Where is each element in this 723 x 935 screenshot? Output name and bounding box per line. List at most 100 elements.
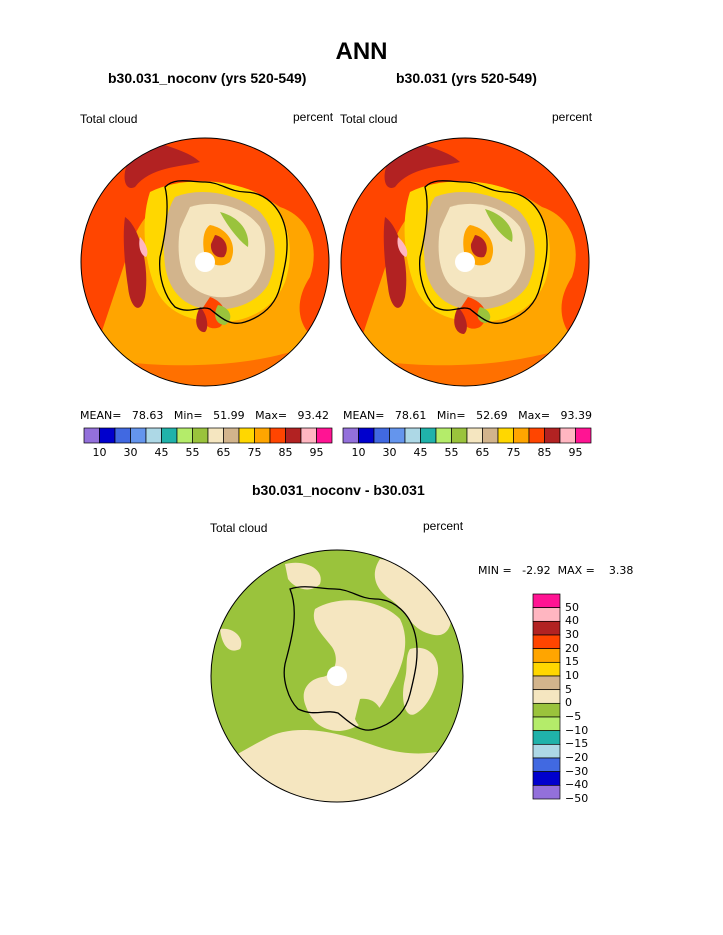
colorbar-swatch [528, 427, 545, 444]
left-colorbar [83, 427, 333, 444]
colorbar-swatch [404, 427, 421, 444]
colorbar-swatch [532, 675, 561, 691]
colorbar-label: 85 [278, 446, 293, 459]
colorbar-swatch [466, 427, 483, 444]
colorbar-label: 40 [565, 614, 579, 628]
colorbar-label: 30 [123, 446, 138, 459]
diff-colorbar-labels: 50 40 30 20 15 10 5 0 −5 −10 −15 −20 −30 −40 −50 [565, 594, 605, 805]
colorbar-swatch [532, 771, 561, 786]
colorbar-label: 15 [565, 655, 579, 669]
colorbar-swatch [192, 427, 209, 444]
left-colorbar-labels: 10 30 45 55 65 75 85 95 [84, 446, 332, 460]
colorbar-swatch [130, 427, 147, 444]
colorbar-swatch [532, 661, 561, 677]
colorbar-swatch [497, 427, 514, 444]
colorbar-label: 0 [565, 696, 572, 710]
colorbar-swatch [532, 593, 561, 609]
colorbar-label: −40 [565, 778, 589, 792]
left-field-label: Total cloud [80, 112, 138, 126]
colorbar-swatch [145, 427, 162, 444]
colorbar-label: −15 [565, 737, 589, 751]
colorbar-swatch [373, 427, 390, 444]
right-colorbar-labels: 10 30 45 55 65 75 85 95 [343, 446, 591, 460]
colorbar-swatch [513, 427, 530, 444]
colorbar-label: −50 [565, 792, 589, 805]
colorbar-label: 75 [247, 446, 262, 459]
colorbar-swatch [532, 743, 561, 759]
colorbar-label: 10 [92, 446, 107, 459]
colorbar-swatch [176, 427, 193, 444]
left-units: percent [293, 110, 334, 124]
diff-case-title: b30.031_noconv - b30.031 [252, 482, 425, 498]
right-case-title: b30.031 (yrs 520-549) [396, 70, 537, 86]
colorbar-label: 85 [537, 446, 552, 459]
colorbar-swatch [532, 607, 561, 622]
colorbar-label: 95 [309, 446, 324, 459]
colorbar-swatch [482, 427, 499, 444]
colorbar-label: 55 [444, 446, 459, 459]
colorbar-swatch [342, 427, 359, 444]
right-colorbar [342, 427, 592, 444]
main-title: ANN [335, 38, 388, 65]
colorbar-swatch [532, 784, 561, 800]
diff-colorbar [532, 593, 561, 800]
colorbar-label: 65 [216, 446, 231, 459]
colorbar-swatch [238, 427, 255, 444]
left-polar-map [80, 137, 330, 387]
colorbar-swatch [532, 730, 561, 745]
left-case-title: b30.031_noconv (yrs 520-549) [108, 70, 307, 86]
colorbar-swatch [532, 620, 561, 636]
colorbar-label: 65 [475, 446, 490, 459]
left-stats: MEAN= 78.63 Min= 51.99 Max= 93.42 [80, 409, 330, 422]
colorbar-swatch [223, 427, 240, 444]
colorbar-label: −30 [565, 764, 589, 778]
colorbar-label: −5 [565, 710, 582, 723]
colorbar-swatch [559, 427, 576, 444]
diff-field-label: Total cloud [210, 521, 268, 535]
right-field-label: Total cloud [340, 112, 398, 126]
colorbar-swatch [532, 702, 561, 718]
colorbar-swatch [451, 427, 468, 444]
colorbar-swatch [316, 427, 333, 444]
colorbar-swatch [389, 427, 406, 444]
right-polar-map [340, 137, 590, 387]
colorbar-label: 55 [185, 446, 200, 459]
colorbar-label: −10 [565, 723, 589, 737]
colorbar-swatch [83, 427, 100, 444]
colorbar-swatch [161, 427, 178, 444]
colorbar-swatch [435, 427, 452, 444]
colorbar-swatch [575, 427, 592, 444]
colorbar-swatch [254, 427, 271, 444]
colorbar-swatch [532, 634, 561, 650]
colorbar-swatch [114, 427, 131, 444]
colorbar-swatch [532, 716, 561, 732]
colorbar-label: 30 [565, 628, 579, 641]
colorbar-swatch [285, 427, 302, 444]
diff-units: percent [423, 519, 464, 533]
colorbar-swatch [269, 427, 286, 444]
colorbar-swatch [544, 427, 561, 444]
colorbar-swatch [420, 427, 437, 444]
colorbar-swatch [207, 427, 224, 444]
colorbar-swatch [532, 689, 561, 704]
colorbar-swatch [358, 427, 375, 444]
diff-polar-map [210, 549, 464, 803]
colorbar-swatch [300, 427, 317, 444]
right-units: percent [552, 110, 593, 124]
colorbar-swatch [532, 757, 561, 773]
colorbar-label: 50 [565, 600, 579, 614]
right-stats: MEAN= 78.61 Min= 52.69 Max= 93.39 [343, 409, 593, 422]
colorbar-label: 95 [568, 446, 583, 459]
colorbar-label: 5 [565, 682, 572, 696]
colorbar-label: 10 [565, 669, 579, 682]
colorbar-swatch [99, 427, 116, 444]
colorbar-label: 75 [506, 446, 521, 459]
colorbar-label: 45 [154, 446, 169, 459]
colorbar-label: 45 [413, 446, 428, 459]
colorbar-label: 20 [565, 641, 579, 655]
colorbar-label: −20 [565, 751, 589, 764]
colorbar-swatch [532, 648, 561, 663]
diff-stats: MIN = -2.92 MAX = 3.38 [478, 564, 634, 577]
colorbar-label: 30 [382, 446, 397, 459]
colorbar-label: 10 [351, 446, 366, 459]
